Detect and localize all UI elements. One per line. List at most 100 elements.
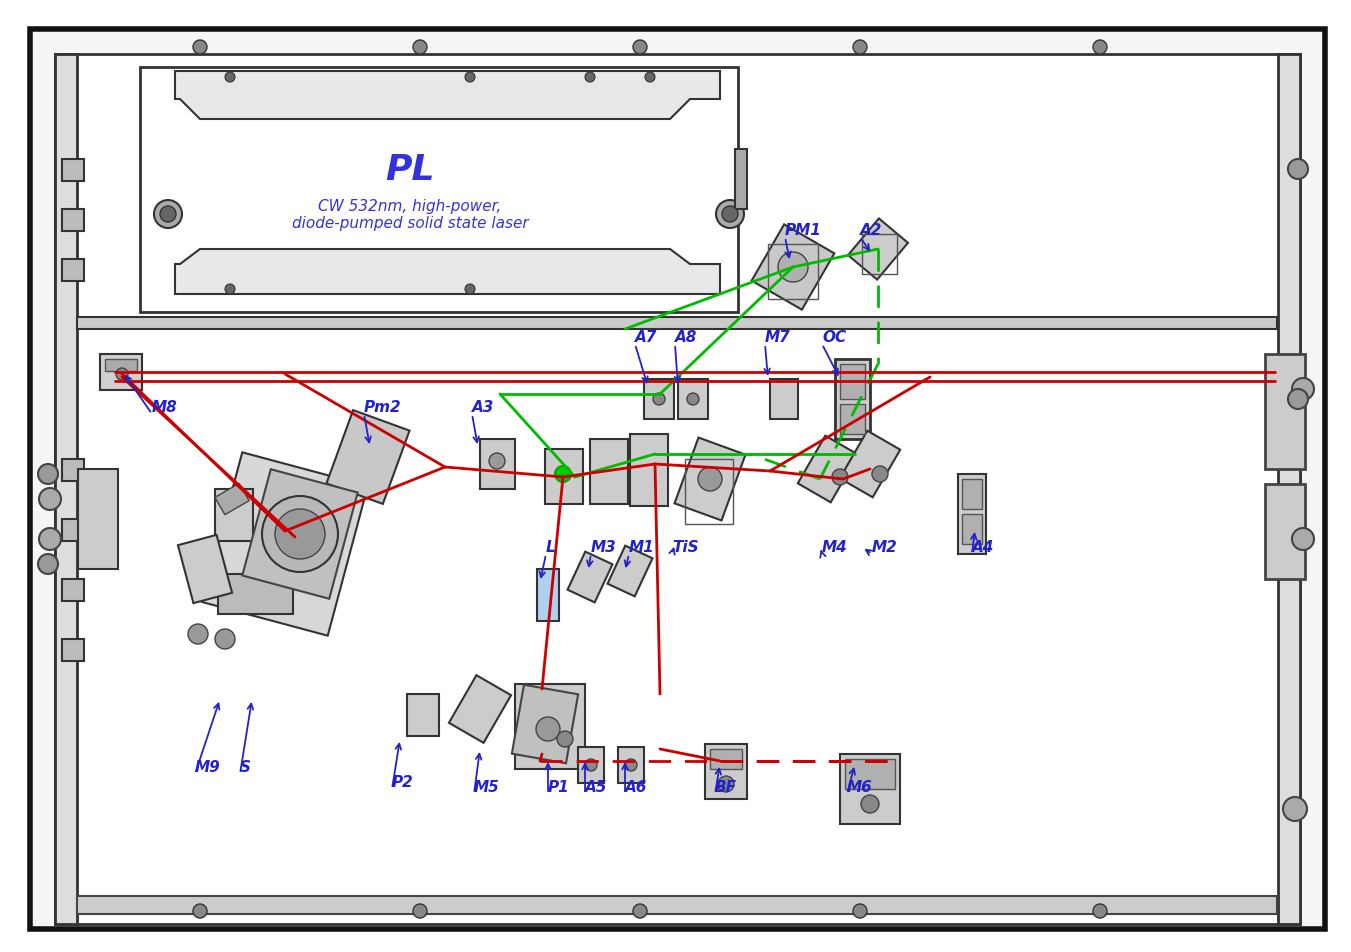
Bar: [100, 355, 142, 390]
Circle shape: [778, 252, 808, 283]
Text: M2: M2: [871, 540, 898, 554]
Text: BF: BF: [715, 779, 738, 794]
Circle shape: [634, 41, 647, 55]
Bar: [678, 380, 708, 420]
Circle shape: [871, 466, 888, 483]
Polygon shape: [798, 436, 858, 503]
Text: M1: M1: [630, 540, 655, 554]
Circle shape: [1093, 904, 1106, 918]
Circle shape: [653, 393, 665, 406]
Bar: [536, 569, 559, 622]
Bar: [630, 434, 667, 506]
Text: M9: M9: [195, 759, 220, 774]
Circle shape: [465, 73, 476, 83]
Bar: [480, 440, 515, 489]
Text: A3: A3: [471, 400, 494, 414]
Circle shape: [39, 528, 61, 550]
Circle shape: [536, 717, 561, 742]
Bar: [685, 460, 734, 525]
Text: A8: A8: [676, 329, 697, 345]
Text: M7: M7: [765, 329, 790, 345]
Circle shape: [585, 73, 594, 83]
Polygon shape: [674, 438, 746, 521]
Bar: [407, 694, 439, 736]
Polygon shape: [327, 410, 409, 505]
Circle shape: [465, 285, 476, 295]
Polygon shape: [242, 469, 358, 599]
Circle shape: [688, 393, 698, 406]
Text: A2: A2: [861, 223, 882, 238]
Bar: [515, 684, 585, 769]
Text: P2: P2: [392, 774, 413, 789]
Polygon shape: [215, 484, 249, 515]
Circle shape: [717, 776, 734, 792]
Bar: [62, 640, 84, 662]
Text: P1: P1: [549, 779, 570, 794]
Bar: [840, 405, 865, 434]
Circle shape: [634, 904, 647, 918]
Bar: [105, 360, 136, 371]
Polygon shape: [449, 676, 511, 743]
Bar: [735, 149, 747, 209]
Polygon shape: [848, 219, 908, 280]
Polygon shape: [218, 574, 293, 614]
Bar: [711, 749, 742, 769]
Bar: [578, 747, 604, 783]
Circle shape: [555, 466, 571, 483]
Bar: [835, 360, 870, 440]
Circle shape: [832, 469, 848, 486]
Bar: [1278, 55, 1300, 924]
Polygon shape: [176, 72, 720, 120]
Circle shape: [116, 368, 128, 381]
Polygon shape: [567, 552, 612, 603]
Circle shape: [585, 759, 597, 771]
Circle shape: [39, 488, 61, 510]
Text: Pm2: Pm2: [363, 400, 401, 414]
Circle shape: [276, 509, 326, 560]
Text: A5: A5: [585, 779, 608, 794]
Bar: [705, 744, 747, 799]
Circle shape: [193, 41, 207, 55]
Polygon shape: [176, 249, 720, 295]
Bar: [840, 365, 865, 400]
Bar: [62, 460, 84, 482]
Text: A7: A7: [635, 329, 658, 345]
Text: CW 532nm, high-power,
diode-pumped solid state laser: CW 532nm, high-power, diode-pumped solid…: [292, 199, 528, 231]
Text: M4: M4: [821, 540, 847, 554]
Bar: [962, 514, 982, 545]
Text: PM1: PM1: [785, 223, 821, 238]
Bar: [55, 55, 77, 924]
Circle shape: [226, 73, 235, 83]
Text: PL: PL: [385, 153, 435, 187]
Circle shape: [1292, 379, 1315, 401]
Polygon shape: [608, 546, 653, 597]
Bar: [617, 747, 644, 783]
Bar: [844, 759, 894, 789]
Bar: [78, 469, 118, 569]
Circle shape: [557, 731, 573, 747]
Bar: [862, 235, 897, 275]
Bar: [141, 68, 738, 312]
Bar: [77, 318, 1277, 329]
Circle shape: [193, 904, 207, 918]
Circle shape: [262, 497, 338, 572]
Polygon shape: [512, 685, 578, 764]
Bar: [590, 440, 628, 505]
Bar: [962, 480, 982, 509]
Text: S: S: [240, 759, 251, 774]
Circle shape: [1093, 41, 1106, 55]
Circle shape: [698, 467, 721, 491]
Bar: [644, 380, 674, 420]
Circle shape: [159, 207, 176, 223]
Circle shape: [1288, 160, 1308, 180]
Bar: [1265, 355, 1305, 469]
Bar: [1265, 485, 1305, 580]
Circle shape: [489, 453, 505, 469]
Circle shape: [38, 554, 58, 574]
Bar: [77, 896, 1277, 914]
Circle shape: [721, 207, 738, 223]
Bar: [62, 209, 84, 231]
Circle shape: [215, 629, 235, 649]
Circle shape: [861, 795, 880, 813]
Circle shape: [1288, 389, 1308, 409]
